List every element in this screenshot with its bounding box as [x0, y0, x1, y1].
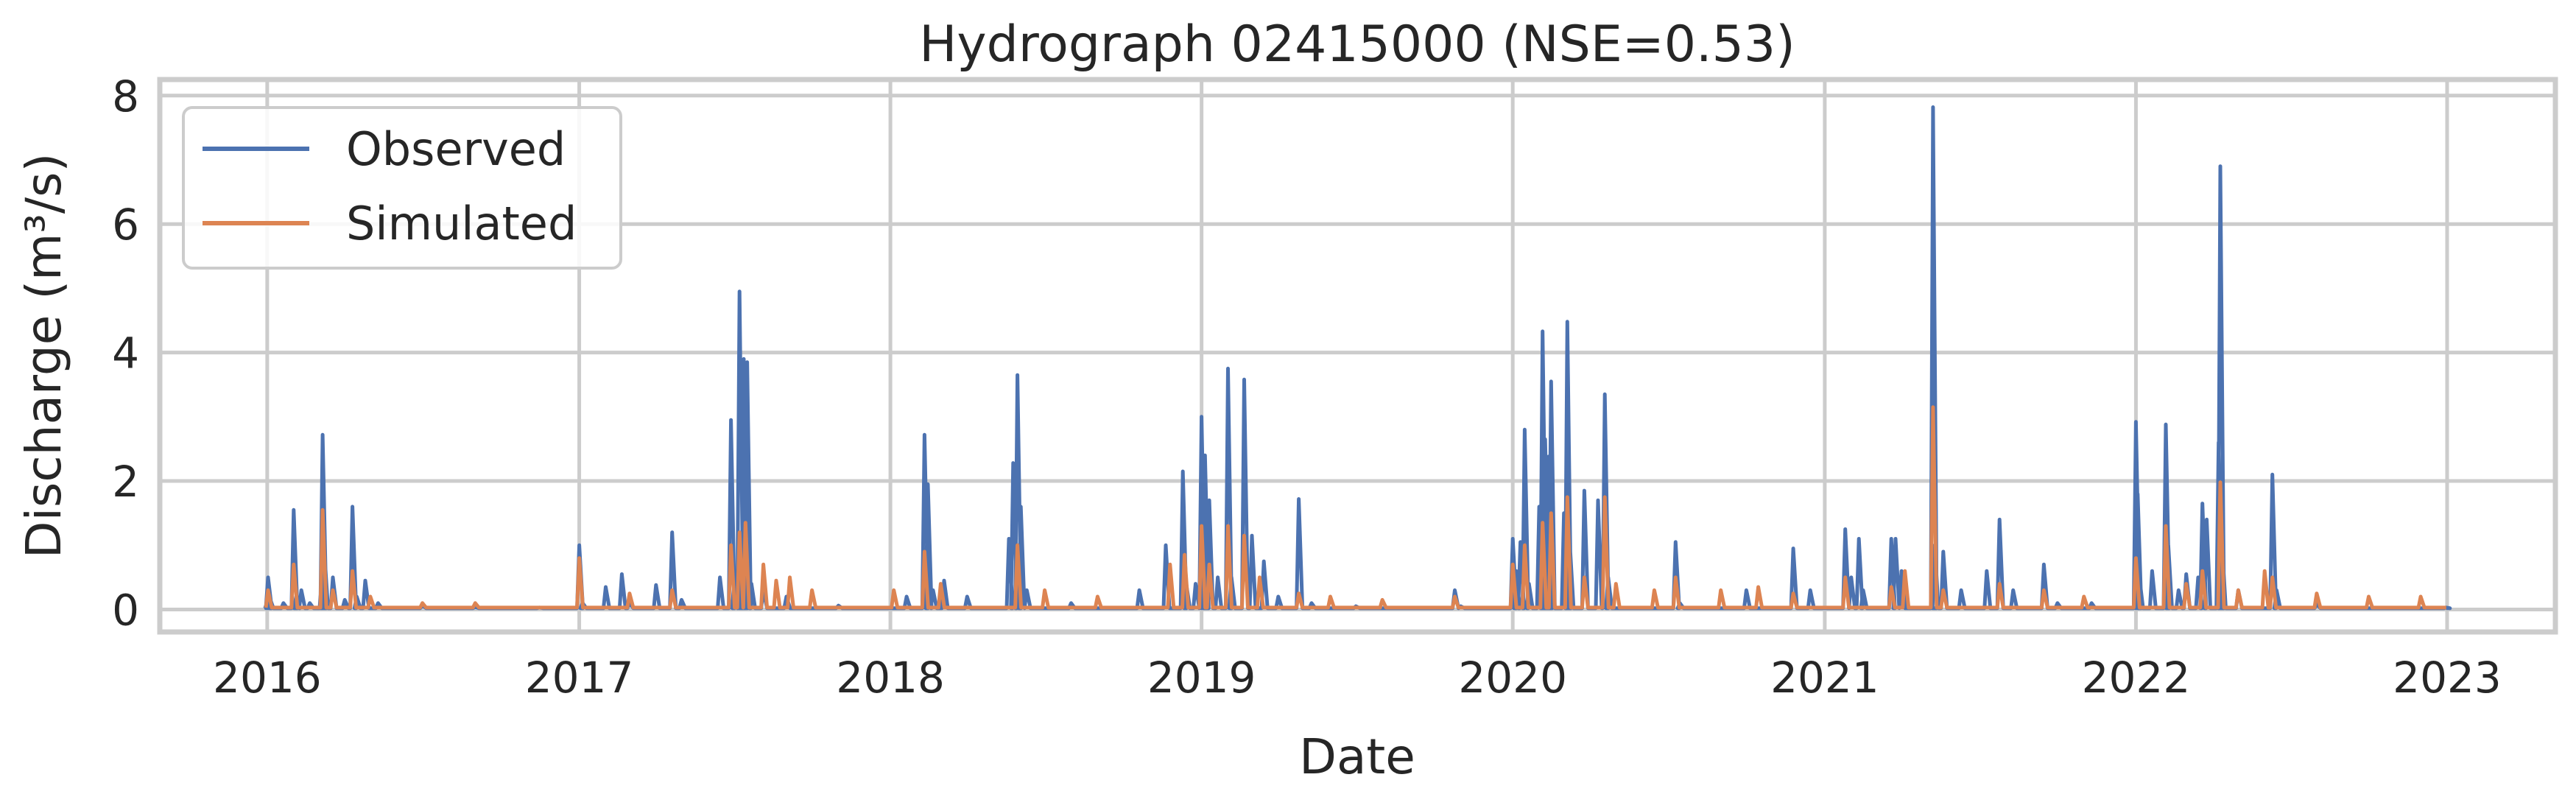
x-tick-label-2016: 2016 [213, 653, 322, 703]
plot-frame [157, 77, 2558, 635]
series-line-simulated [264, 405, 2446, 610]
x-tick-label-2018: 2018 [836, 653, 945, 703]
x-tick-label-2022: 2022 [2082, 653, 2191, 703]
y-tick-label-0: 0 [112, 585, 139, 635]
legend-label-observed: Observed [346, 122, 566, 176]
x-tick-label-2023: 2023 [2393, 653, 2502, 703]
chart-title: Hydrograph 02415000 (NSE=0.53) [919, 15, 1795, 74]
legend-label-simulated: Simulated [346, 197, 577, 250]
x-axis-label: Date [1299, 728, 1415, 785]
x-tick-labels: 2016 2017 2018 2019 2020 2021 2022 2023 [213, 653, 2502, 703]
legend: Observed Simulated [182, 106, 622, 270]
y-tick-label-6: 6 [112, 200, 139, 250]
y-tick-label-2: 2 [112, 457, 139, 507]
y-tick-label-8: 8 [112, 71, 139, 122]
series-layer [263, 105, 2452, 611]
x-tick-label-2019: 2019 [1147, 653, 1256, 703]
y-axis-label: Discharge (m³/s) [15, 153, 72, 558]
x-tick-label-2020: 2020 [1458, 653, 1567, 703]
y-tick-labels: 0 2 4 6 8 [112, 71, 139, 636]
x-tick-label-2021: 2021 [1770, 653, 1879, 703]
y-tick-label-4: 4 [112, 329, 139, 379]
x-tick-label-2017: 2017 [525, 653, 634, 703]
